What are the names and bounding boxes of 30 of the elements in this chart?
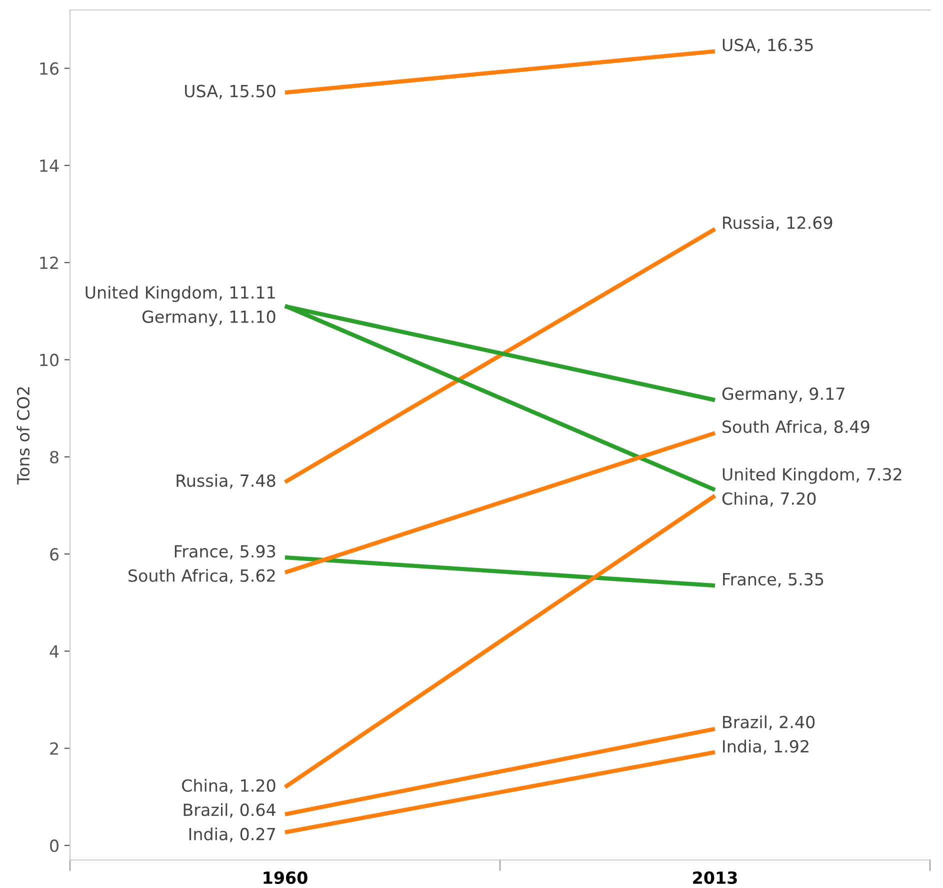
data-label: Brazil, 2.40 <box>723 715 815 730</box>
data-label: France, 5.35 <box>723 572 824 588</box>
data-label: France, 5.93 <box>174 545 276 560</box>
data-label: South Africa, 5.62 <box>128 569 275 584</box>
y-tick-label: 12 <box>40 256 58 269</box>
data-label: India, 1.92 <box>723 740 808 754</box>
y-tick-label: 4 <box>50 645 59 658</box>
data-label: South Africa, 8.49 <box>722 420 870 435</box>
y-tick-label: 0 <box>50 839 58 852</box>
data-label: Germany, 9.17 <box>722 387 844 404</box>
y-tick-label: 2 <box>50 742 58 755</box>
data-label: Russia, 7.48 <box>176 474 276 489</box>
data-label: Germany, 11.10 <box>142 310 276 326</box>
y-tick-label: 6 <box>50 548 59 561</box>
data-label: China, 1.20 <box>182 778 276 794</box>
y-tick-label: 14 <box>40 160 59 172</box>
y-axis-title: Tons of CO2 <box>16 387 30 484</box>
y-tick-label: 16 <box>40 62 59 75</box>
data-label: India, 0.27 <box>189 827 275 842</box>
data-label: United Kingdom, 7.32 <box>722 468 902 484</box>
y-tick-label: 8 <box>50 450 58 464</box>
x-tick-label: 1960 <box>264 871 308 884</box>
data-label: USA, 16.35 <box>722 38 813 53</box>
data-label: USA, 15.50 <box>185 84 276 100</box>
data-label: China, 7.20 <box>722 492 816 507</box>
x-tick-label: 2013 <box>693 871 737 884</box>
data-label: United Kingdom, 11.11 <box>86 286 275 302</box>
y-tick-label: 10 <box>40 354 58 366</box>
data-label: Brazil, 0.64 <box>184 803 276 818</box>
data-label: Russia, 12.69 <box>723 216 832 231</box>
